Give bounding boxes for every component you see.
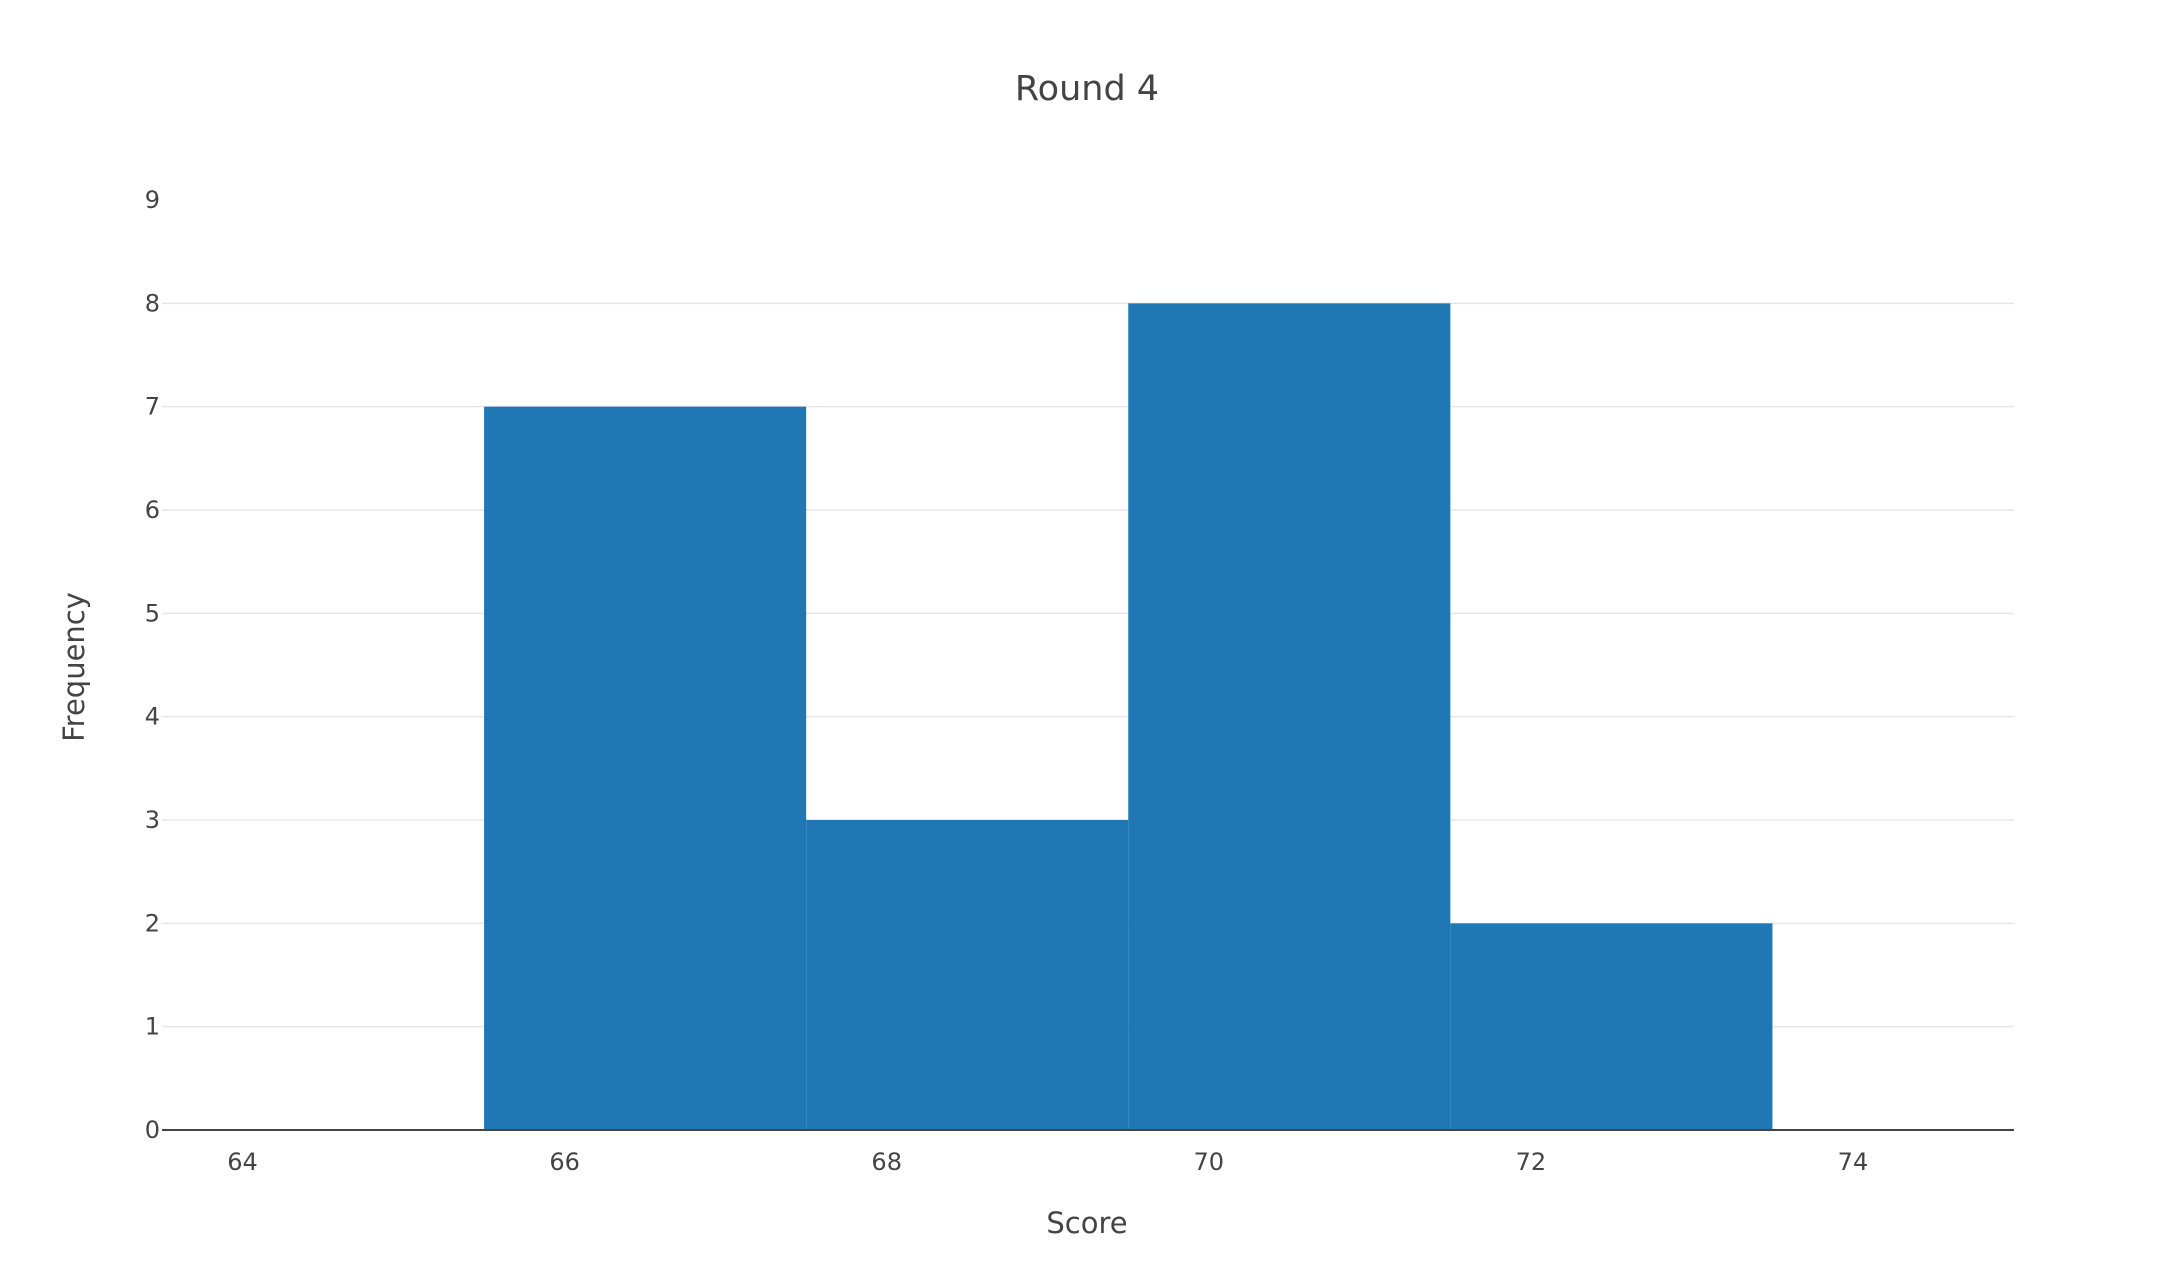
y-tick-label: 9 bbox=[145, 186, 160, 214]
x-tick-label: 64 bbox=[227, 1148, 258, 1176]
y-tick-label: 5 bbox=[145, 599, 160, 627]
y-tick-label: 4 bbox=[145, 703, 160, 731]
y-tick-label: 8 bbox=[145, 289, 160, 317]
y-tick-label: 1 bbox=[145, 1013, 160, 1041]
chart-title: Round 4 bbox=[1015, 69, 1159, 109]
y-tick-label: 6 bbox=[145, 496, 160, 524]
x-tick-label: 70 bbox=[1194, 1148, 1225, 1176]
histogram-bar bbox=[806, 820, 1129, 1130]
x-tick-labels: 64 66 68 70 72 74 bbox=[227, 1148, 1868, 1176]
y-tick-label: 2 bbox=[145, 909, 160, 937]
histogram-bars bbox=[484, 303, 1773, 1131]
x-axis-title: Score bbox=[1046, 1206, 1127, 1240]
histogram-bar bbox=[1128, 303, 1451, 1130]
x-tick-label: 74 bbox=[1838, 1148, 1869, 1176]
histogram-bar bbox=[1450, 923, 1773, 1130]
x-tick-label: 72 bbox=[1516, 1148, 1547, 1176]
y-tick-label: 0 bbox=[145, 1116, 160, 1144]
y-tick-label: 3 bbox=[145, 806, 160, 834]
x-tick-label: 66 bbox=[549, 1148, 580, 1176]
y-tick-label: 7 bbox=[145, 393, 160, 421]
histogram-bar bbox=[484, 406, 807, 1131]
x-tick-label: 68 bbox=[871, 1148, 902, 1176]
y-axis-title: Frequency bbox=[57, 592, 91, 742]
y-tick-labels: 0 1 2 3 4 5 6 7 8 9 bbox=[145, 186, 160, 1144]
